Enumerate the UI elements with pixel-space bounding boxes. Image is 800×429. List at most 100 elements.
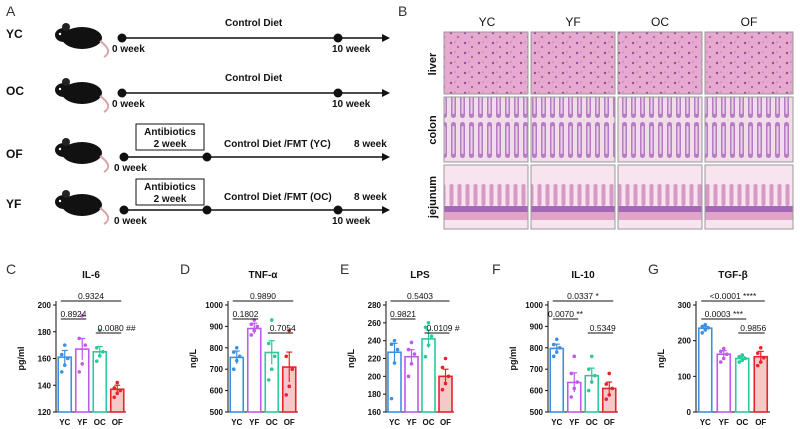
- y-tick-label: 800: [530, 344, 544, 353]
- data-point: [703, 328, 708, 332]
- y-tick-label: 100: [678, 372, 692, 381]
- data-point: [389, 342, 394, 347]
- data-point: [77, 336, 82, 341]
- data-point: [287, 384, 292, 389]
- y-tick-label: 1000: [205, 301, 223, 310]
- diet-label: Control Diet: [225, 73, 283, 84]
- row-group-label: OF: [6, 147, 23, 161]
- start-marker: [117, 33, 127, 43]
- row-group-label: YC: [6, 27, 23, 41]
- data-point: [62, 363, 67, 367]
- data-point: [586, 388, 591, 393]
- data-point: [412, 352, 417, 356]
- timeline-row-oc: OC Control Diet 0 week 10 week: [6, 73, 390, 113]
- data-point: [392, 338, 397, 343]
- mouse-icon: [55, 190, 110, 225]
- start-marker: [117, 88, 127, 98]
- data-point: [249, 322, 254, 327]
- p-value-label: 0.9890: [250, 291, 276, 301]
- histology-image: [530, 96, 616, 163]
- data-point: [604, 397, 609, 401]
- p-value-label: 0.0003 ***: [705, 309, 744, 319]
- data-point: [389, 396, 394, 401]
- histology-image: [704, 96, 794, 163]
- histology-image: [617, 96, 703, 163]
- p-value-label: 0.7054: [270, 323, 296, 333]
- panel-b: B YC YF OC OF liver colon jejunum: [398, 3, 794, 230]
- y-axis-label: pg/ml: [16, 347, 26, 371]
- y-tick-label: 500: [210, 408, 224, 417]
- end-marker: [333, 205, 343, 215]
- data-point: [284, 354, 289, 359]
- x-tick-label: YF: [569, 418, 579, 427]
- start-marker: [119, 152, 129, 162]
- chart-g: G TGF-β ng/L 0 100 200 300 YC YF OC OF <0.0001 ****…: [648, 261, 770, 427]
- chart-f: F IL-10 pg/ml 500 600 700 800 900 1000 YC YF OC OF 0.…: [492, 261, 618, 427]
- y-tick-label: 120: [38, 408, 52, 417]
- y-tick-label: 1000: [525, 301, 543, 310]
- column-label-oc: OC: [651, 15, 669, 29]
- data-point: [94, 359, 99, 363]
- data-point: [607, 371, 612, 376]
- data-point: [266, 378, 271, 382]
- diet-label: Control Diet: [225, 18, 283, 29]
- data-point: [287, 328, 292, 333]
- bar: [229, 356, 245, 413]
- x-tick-label: YC: [700, 418, 711, 427]
- y-tick-label: 280: [368, 301, 382, 310]
- data-point: [440, 365, 445, 370]
- data-point: [231, 367, 236, 372]
- data-point: [255, 324, 260, 329]
- y-tick-label: 600: [530, 387, 544, 396]
- chart-title: IL-10: [571, 270, 595, 281]
- x-tick-label: OC: [586, 418, 598, 427]
- data-point: [586, 367, 591, 372]
- antibiotics-duration: 2 week: [154, 194, 187, 205]
- x-tick-label: OC: [736, 418, 748, 427]
- start-marker: [119, 205, 129, 215]
- x-tick-label: YC: [59, 418, 70, 427]
- data-point: [266, 341, 271, 346]
- y-tick-label: 220: [368, 355, 382, 364]
- data-point: [572, 354, 577, 359]
- x-tick-label: OF: [440, 418, 451, 427]
- data-point: [737, 354, 742, 359]
- p-value-label: 0.0070 **: [548, 309, 584, 319]
- row-label-liver: liver: [427, 52, 439, 75]
- y-tick-label: 200: [368, 372, 382, 381]
- y-tick-label: 260: [368, 319, 382, 328]
- histology-image: [617, 31, 703, 95]
- x-tick-label: OC: [94, 418, 106, 427]
- data-point: [569, 395, 574, 399]
- data-point: [269, 367, 274, 372]
- data-point: [62, 343, 67, 347]
- histology-image: [530, 164, 616, 230]
- y-tick-label: 200: [38, 301, 52, 310]
- y-tick-label: 140: [38, 381, 52, 390]
- data-point: [761, 355, 766, 360]
- chart-title: TNF-α: [249, 270, 279, 281]
- column-label-yf: YF: [565, 15, 580, 29]
- end-marker: [333, 88, 343, 98]
- p-value-label: 0.5349: [590, 323, 616, 333]
- bar: [734, 357, 750, 413]
- x-tick-label: OC: [266, 418, 278, 427]
- x-tick-label: YC: [389, 418, 400, 427]
- y-tick-label: 200: [678, 337, 692, 346]
- data-point: [589, 380, 594, 384]
- fmt-duration-label: 8 week: [354, 139, 387, 150]
- antibiotics-label: Antibiotics: [144, 127, 196, 138]
- p-value-label: 0.0080 ##: [98, 323, 136, 333]
- p-value-label: 0.1802: [233, 309, 259, 319]
- chart-title: IL-6: [82, 270, 100, 281]
- data-point: [706, 326, 711, 330]
- y-axis-label: ng/L: [346, 349, 356, 368]
- row-label-jejunum: jejunum: [427, 176, 439, 219]
- data-point: [610, 386, 615, 391]
- histology-image: [704, 31, 794, 95]
- panel-letter: G: [648, 261, 659, 277]
- y-tick-label: 0: [687, 408, 692, 417]
- diet-label: Control Diet /FMT (YC): [224, 139, 331, 150]
- x-tick-label: OF: [284, 418, 295, 427]
- data-point: [700, 331, 705, 335]
